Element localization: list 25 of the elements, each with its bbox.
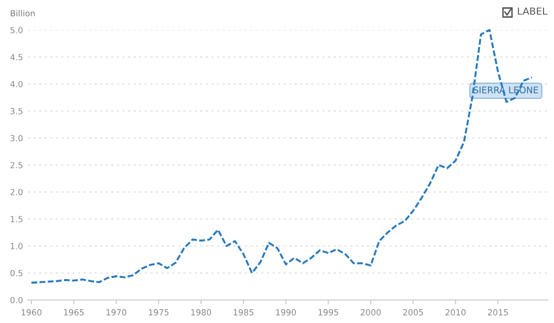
x-tick-label: 1975 — [148, 309, 169, 316]
x-tick-label: 1985 — [234, 309, 254, 316]
x-tick-label: 2005 — [403, 309, 423, 316]
y-tick-label: 5.0 — [10, 26, 23, 34]
y-tick-label: 3.5 — [10, 108, 22, 114]
x-tick-label: 1960 — [22, 309, 42, 316]
x-tick-label: 1980 — [191, 309, 212, 316]
x-tick-label: 1995 — [318, 309, 338, 316]
y-tick-label: 4.0 — [10, 80, 23, 88]
y-tick-label: 1.5 — [10, 216, 22, 222]
x-tick-label: 1965 — [64, 309, 84, 316]
y-tick-label: 4.5 — [10, 54, 22, 60]
x-tick-label: 2010 — [446, 309, 466, 316]
y-tick-label: 0.0 — [10, 296, 23, 304]
x-tick-label: 1990 — [276, 309, 296, 316]
x-tick-label: 1970 — [106, 309, 126, 316]
y-tick-label: 0.5 — [10, 270, 22, 276]
y-tick-label: 3.0 — [10, 134, 23, 142]
y-tick-label: 1.0 — [10, 242, 23, 250]
text: LABEL — [518, 8, 548, 15]
x-tick-label: 2000 — [360, 309, 381, 316]
y-tick-label: 2.0 — [10, 188, 23, 196]
y-tick-label: 2.5 — [10, 162, 22, 168]
y-axis-title: Billion — [10, 10, 35, 16]
x-tick-label: 2015 — [488, 309, 508, 316]
